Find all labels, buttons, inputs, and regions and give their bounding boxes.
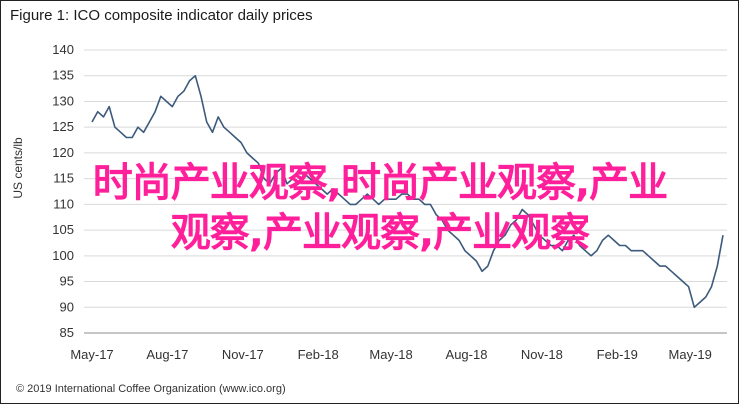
y-tick-label: 95	[60, 274, 74, 289]
y-axis: 85 90 95 100 105 110 115 120 125 130 135 140	[52, 42, 74, 340]
gridlines	[84, 49, 727, 334]
x-tick-label: Nov-17	[222, 347, 264, 362]
x-tick-label: Aug-17	[146, 347, 188, 362]
y-tick-label: 105	[52, 222, 74, 237]
overlay-line-2: 观察,产业观察,产业观察	[170, 210, 590, 256]
y-tick-label: 120	[52, 145, 74, 160]
x-tick-label: May-19	[669, 347, 712, 362]
x-tick-label: May-18	[369, 347, 412, 362]
y-tick-label: 85	[60, 325, 74, 340]
y-tick-label: 130	[52, 93, 74, 108]
y-axis-label: US cents/lb	[11, 137, 25, 199]
y-tick-label: 90	[60, 299, 74, 314]
x-tick-label: May-17	[70, 347, 113, 362]
y-tick-label: 125	[52, 119, 74, 134]
x-tick-label: Feb-19	[597, 347, 638, 362]
watermark-overlay-text: 时尚产业观察,时尚产业观察,产业 观察,产业观察,产业观察	[60, 158, 700, 258]
y-tick-label: 115	[53, 171, 74, 186]
x-axis: May-17 Aug-17 Nov-17 Feb-18 May-18 Aug-18 Nov-…	[70, 347, 712, 362]
chart-title: Figure 1: ICO composite indicator daily …	[10, 7, 313, 24]
x-tick-label: Feb-18	[298, 347, 339, 362]
x-tick-label: Nov-18	[521, 347, 563, 362]
y-tick-label: 140	[52, 42, 74, 57]
copyright-footer: © 2019 International Coffee Organization…	[16, 383, 286, 395]
overlay-line-1: 时尚产业观察,时尚产业观察,产业	[92, 160, 668, 206]
series-line	[91, 74, 724, 309]
series-layer	[91, 74, 724, 309]
x-tick-label: Aug-18	[446, 347, 488, 362]
y-tick-label: 100	[52, 248, 74, 263]
y-tick-label: 135	[52, 68, 74, 83]
y-tick-label: 110	[53, 196, 74, 211]
